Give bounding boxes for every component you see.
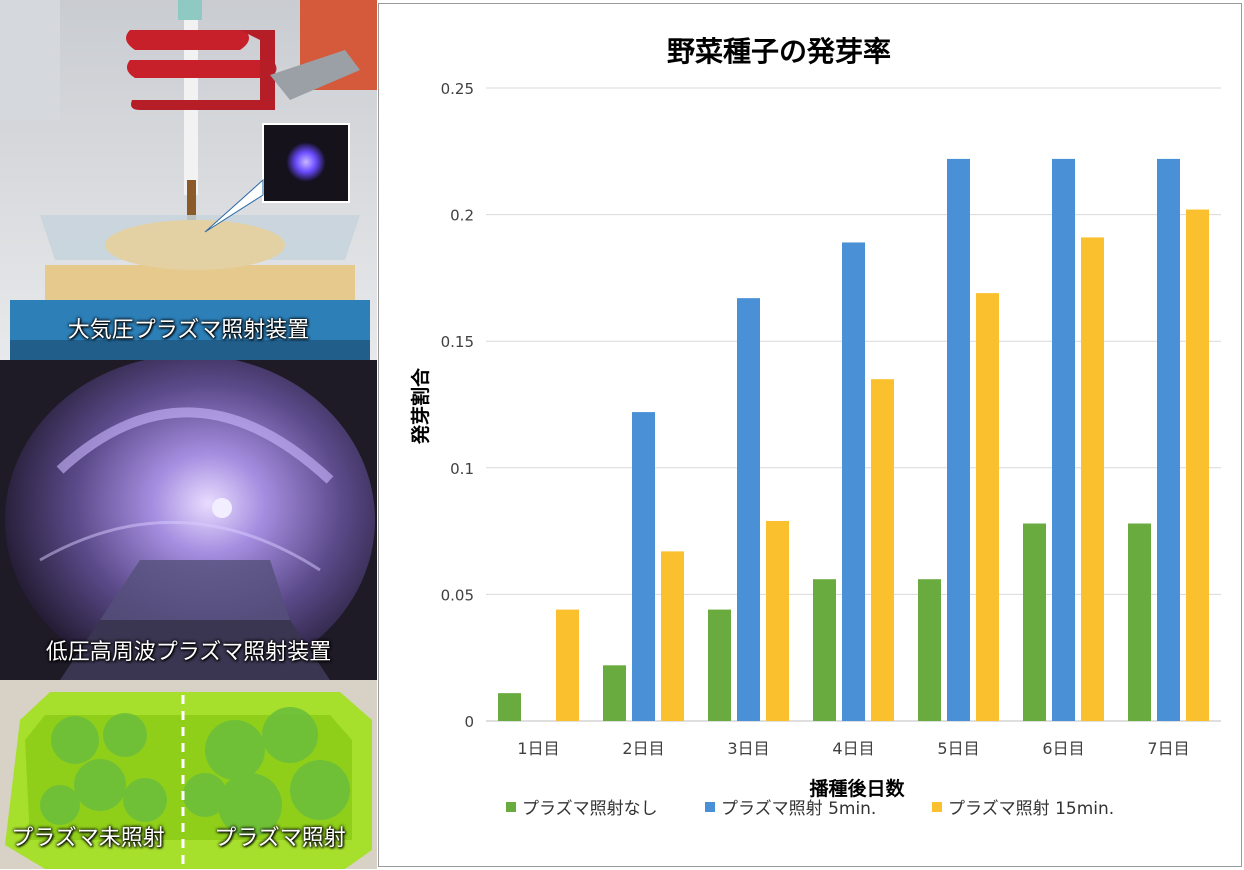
- legend-label: プラズマ照射 15min.: [948, 799, 1114, 819]
- legend-swatch: [705, 802, 715, 812]
- chart-canvas: 0 0.05 0.1 0.15 0.2 0.25 1日目 2日目 3日目 4日目 5日目 6日目 7日…: [409, 35, 1221, 819]
- x-tick-label: 1日目: [517, 739, 559, 758]
- chart-title: 野菜種子の発芽率: [667, 35, 891, 68]
- photo-column: 大気圧プラズマ照射装置 低圧高周波プラズマ照射装置: [0, 0, 377, 869]
- y-tick-label: 0.25: [441, 80, 474, 98]
- irradiated-caption: プラズマ照射: [214, 826, 346, 851]
- lettuce-tray-photo: プラズマ未照射 プラズマ照射: [0, 680, 377, 869]
- lettuce-tray-illustration: [0, 680, 377, 869]
- bar: [737, 298, 760, 721]
- x-axis-ticks: 1日目 2日目 3日目 4日目 5日目 6日目 7日目: [517, 739, 1189, 758]
- x-tick-label: 3日目: [727, 739, 769, 758]
- bar: [976, 293, 999, 721]
- bar: [1052, 158, 1075, 721]
- x-tick-label: 2日目: [622, 739, 664, 758]
- bar: [661, 551, 684, 721]
- bar: [813, 579, 836, 721]
- germination-chart: 0 0.05 0.1 0.15 0.2 0.25 1日目 2日目 3日目 4日目 5日目 6日目 7日…: [378, 3, 1242, 867]
- low-pressure-plasma-illustration: [0, 360, 377, 680]
- y-tick-label: 0.1: [450, 460, 474, 478]
- legend: プラズマ照射なし プラズマ照射 5min. プラズマ照射 15min.: [506, 799, 1114, 819]
- bar: [556, 609, 579, 721]
- atmospheric-plasma-illustration: [0, 0, 377, 360]
- atmospheric-plasma-caption: 大気圧プラズマ照射装置: [67, 318, 310, 343]
- low-pressure-plasma-caption: 低圧高周波プラズマ照射装置: [45, 640, 332, 665]
- bar: [1081, 237, 1104, 721]
- bar: [842, 242, 865, 721]
- y-axis-label: 発芽割合: [409, 367, 432, 445]
- bar: [632, 412, 655, 721]
- legend-swatch: [506, 802, 516, 812]
- bar: [947, 158, 970, 721]
- y-axis-ticks: 0 0.05 0.1 0.15 0.2 0.25: [441, 80, 474, 731]
- bar: [498, 693, 521, 721]
- bar: [1157, 158, 1180, 721]
- bar: [871, 379, 894, 721]
- unirradiated-caption: プラズマ未照射: [11, 826, 165, 851]
- y-tick-label: 0.05: [441, 586, 474, 604]
- atmospheric-plasma-photo: 大気圧プラズマ照射装置: [0, 0, 377, 360]
- bar: [708, 609, 731, 721]
- x-tick-label: 5日目: [937, 739, 979, 758]
- x-tick-label: 6日目: [1042, 739, 1084, 758]
- y-tick-label: 0.2: [450, 207, 474, 225]
- legend-label: プラズマ照射なし: [522, 799, 658, 819]
- bar: [1023, 523, 1046, 721]
- x-tick-label: 7日目: [1147, 739, 1189, 758]
- legend-label: プラズマ照射 5min.: [721, 799, 876, 819]
- x-axis-label: 播種後日数: [809, 777, 905, 800]
- bars: [498, 158, 1209, 721]
- x-tick-label: 4日目: [832, 739, 874, 758]
- bar: [766, 520, 789, 721]
- y-tick-label: 0: [464, 713, 474, 731]
- y-tick-label: 0.15: [441, 333, 474, 351]
- low-pressure-plasma-photo: 低圧高周波プラズマ照射装置: [0, 360, 377, 680]
- bar: [1186, 209, 1209, 721]
- legend-swatch: [932, 802, 942, 812]
- bar: [918, 579, 941, 721]
- bar: [603, 665, 626, 721]
- bar: [1128, 523, 1151, 721]
